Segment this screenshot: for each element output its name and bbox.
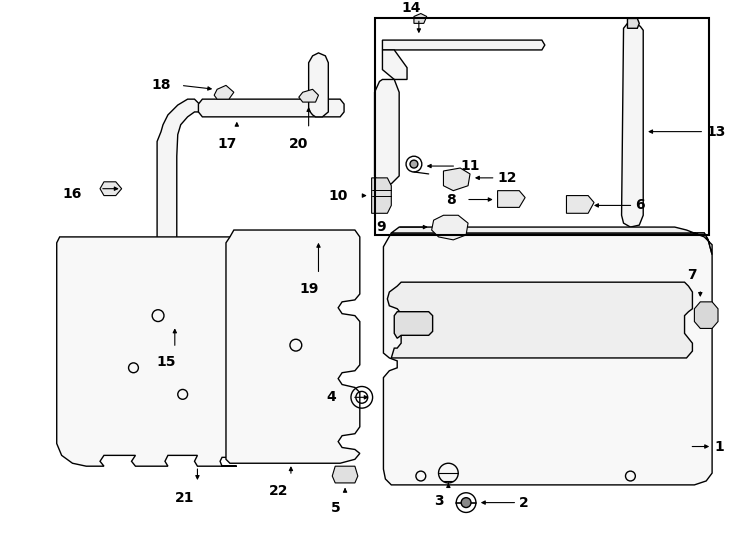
Text: 14: 14	[401, 2, 421, 16]
Circle shape	[410, 160, 418, 168]
Polygon shape	[388, 282, 692, 358]
Polygon shape	[371, 178, 391, 213]
Polygon shape	[414, 14, 426, 23]
Polygon shape	[374, 79, 399, 184]
Polygon shape	[383, 233, 712, 485]
Polygon shape	[391, 227, 712, 255]
Polygon shape	[100, 182, 122, 195]
Text: 5: 5	[331, 501, 341, 515]
Polygon shape	[198, 99, 344, 117]
Text: 4: 4	[327, 390, 336, 404]
Text: 16: 16	[63, 187, 82, 201]
Polygon shape	[567, 195, 594, 213]
Polygon shape	[157, 99, 200, 326]
Polygon shape	[382, 40, 545, 50]
Text: 3: 3	[434, 494, 443, 508]
Text: 9: 9	[376, 220, 385, 234]
Polygon shape	[308, 53, 328, 117]
Text: 8: 8	[446, 193, 457, 206]
Polygon shape	[214, 85, 234, 99]
Text: 2: 2	[519, 496, 529, 510]
Text: 20: 20	[289, 137, 308, 151]
Text: 15: 15	[156, 355, 175, 369]
Polygon shape	[694, 302, 718, 328]
Text: 1: 1	[714, 440, 724, 454]
Text: 22: 22	[269, 484, 289, 498]
Polygon shape	[333, 466, 358, 483]
Polygon shape	[226, 230, 360, 463]
Polygon shape	[57, 237, 315, 466]
Polygon shape	[299, 89, 319, 102]
Circle shape	[461, 498, 471, 508]
Text: 18: 18	[151, 78, 171, 92]
Bar	[374, 18, 709, 235]
Text: 11: 11	[460, 159, 480, 173]
Polygon shape	[498, 191, 525, 207]
Text: 7: 7	[688, 268, 697, 282]
Polygon shape	[628, 18, 639, 28]
Polygon shape	[432, 215, 468, 240]
Text: 12: 12	[498, 171, 517, 185]
Polygon shape	[443, 168, 470, 191]
Polygon shape	[394, 312, 432, 338]
Text: 17: 17	[217, 137, 236, 151]
Polygon shape	[382, 50, 407, 79]
Polygon shape	[622, 23, 643, 227]
Text: 6: 6	[636, 198, 645, 212]
Text: 19: 19	[299, 282, 319, 296]
Text: 10: 10	[329, 188, 348, 202]
Text: 13: 13	[706, 125, 726, 139]
Text: 21: 21	[175, 491, 195, 505]
